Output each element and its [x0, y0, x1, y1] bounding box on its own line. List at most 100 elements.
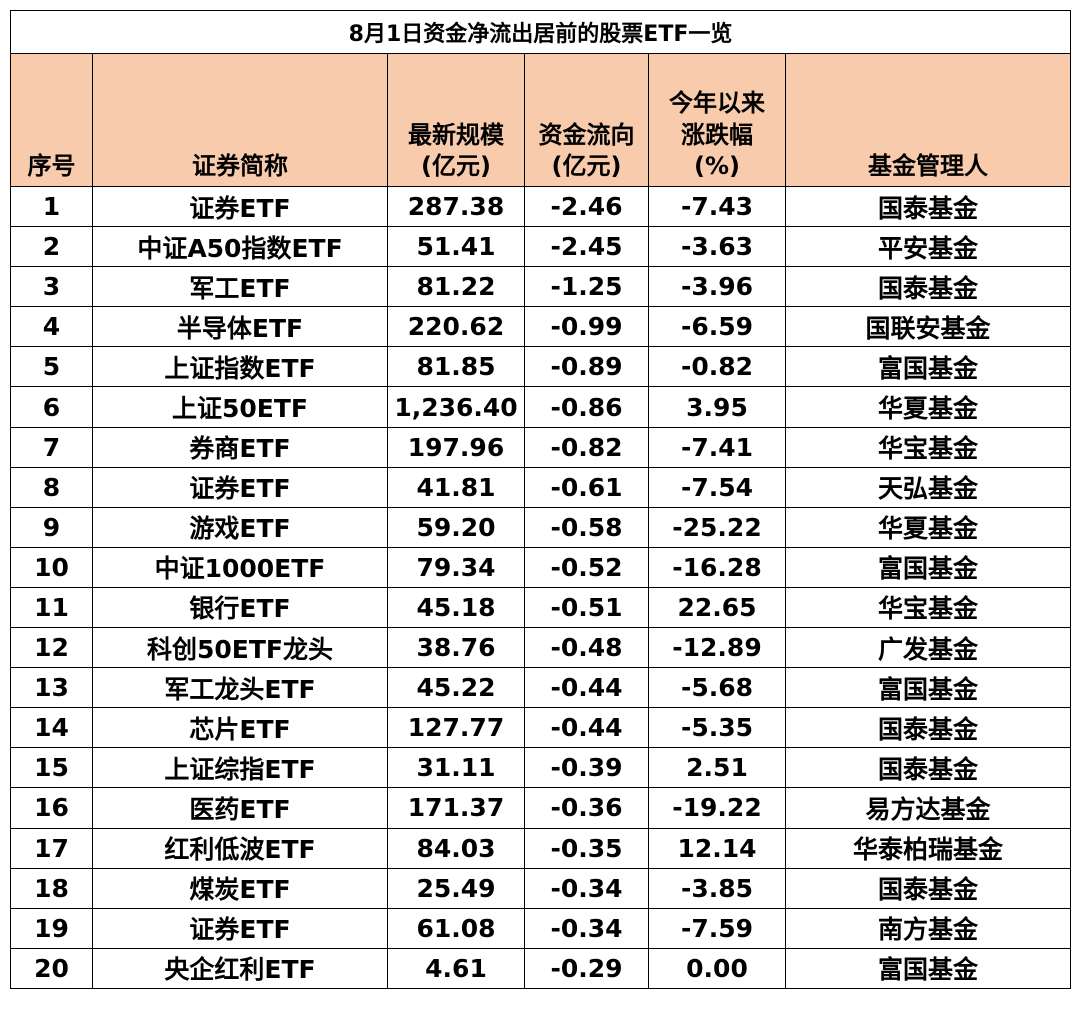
cell-rank: 7: [10, 426, 93, 468]
table-row: 7 券商ETF 197.96 -0.82 -7.41 华宝基金: [10, 426, 1072, 468]
cell-manager: 天弘基金: [784, 466, 1072, 508]
cell-rank: 20: [10, 947, 93, 989]
cell-rank: 6: [10, 386, 93, 428]
header-flow-line-1: 资金流向: [538, 120, 635, 149]
cell-manager: 富国基金: [784, 667, 1072, 709]
header-scale-line-1: 最新规模: [408, 120, 504, 149]
cell-flow: -0.44: [524, 667, 649, 709]
table-title: 8月1日资金净流出居前的股票ETF一览: [9, 10, 1072, 54]
cell-scale: 45.18: [387, 586, 525, 629]
cell-ytd: -6.59: [648, 306, 786, 348]
cell-rank: 17: [10, 827, 93, 869]
cell-ytd: 0.00: [648, 947, 786, 989]
header-ytd: 今年以来 涨跌幅 (%): [648, 53, 786, 187]
cell-ytd: -25.22: [648, 506, 786, 548]
cell-flow: -0.35: [524, 827, 649, 869]
cell-name: 半导体ETF: [92, 306, 388, 348]
cell-rank: 3: [10, 266, 93, 308]
cell-manager: 国泰基金: [784, 707, 1072, 749]
cell-name: 上证50ETF: [92, 386, 388, 428]
cell-manager: 国泰基金: [784, 747, 1072, 789]
cell-name: 科创50ETF龙头: [92, 627, 388, 669]
cell-name: 央企红利ETF: [92, 947, 388, 989]
cell-flow: -0.34: [524, 907, 649, 949]
header-ytd-line-1: 今年以来: [669, 89, 765, 118]
cell-name: 上证综指ETF: [92, 747, 388, 789]
table-row: 1 证券ETF 287.38 -2.46 -7.43 国泰基金: [10, 185, 1072, 228]
table-row: 15 上证综指ETF 31.11 -0.39 2.51 国泰基金: [10, 747, 1072, 789]
header-rank-line: 序号: [27, 151, 76, 180]
cell-flow: -0.99: [524, 306, 649, 348]
cell-ytd: -7.43: [648, 185, 786, 228]
cell-manager: 国联安基金: [784, 306, 1072, 348]
cell-ytd: -5.35: [648, 707, 786, 749]
cell-scale: 81.85: [387, 346, 525, 388]
cell-ytd: -5.68: [648, 667, 786, 709]
table-row: 14 芯片ETF 127.77 -0.44 -5.35 国泰基金: [10, 707, 1072, 749]
cell-flow: -0.34: [524, 867, 649, 909]
cell-rank: 14: [10, 707, 93, 749]
cell-flow: -0.89: [524, 346, 649, 388]
cell-flow: -0.86: [524, 386, 649, 428]
table-body: 1 证券ETF 287.38 -2.46 -7.43 国泰基金 2 中证A50指数ETF 51.…: [10, 185, 1072, 989]
cell-scale: 220.62: [387, 306, 525, 348]
cell-name: 中证1000ETF: [92, 546, 388, 588]
cell-rank: 13: [10, 667, 93, 709]
cell-rank: 8: [10, 466, 93, 508]
cell-scale: 59.20: [387, 506, 525, 548]
table-row: 10 中证1000ETF 79.34 -0.52 -16.28 富国基金: [10, 546, 1072, 588]
cell-rank: 16: [10, 787, 93, 829]
header-scale-line-2: (亿元): [421, 151, 491, 180]
cell-manager: 华宝基金: [784, 426, 1072, 468]
header-ytd-line-2: 涨跌幅: [681, 120, 753, 149]
cell-manager: 华夏基金: [784, 386, 1072, 428]
cell-scale: 25.49: [387, 867, 525, 909]
table-row: 16 医药ETF 171.37 -0.36 -19.22 易方达基金: [10, 787, 1072, 829]
cell-scale: 51.41: [387, 226, 525, 268]
cell-rank: 4: [10, 306, 93, 348]
header-manager-line: 基金管理人: [868, 151, 989, 180]
cell-ytd: -3.63: [648, 226, 786, 268]
cell-scale: 287.38: [387, 185, 525, 228]
cell-flow: -0.44: [524, 707, 649, 749]
cell-scale: 79.34: [387, 546, 525, 588]
cell-scale: 38.76: [387, 627, 525, 669]
cell-scale: 1,236.40: [387, 386, 525, 428]
header-row: 序号 证券简称 最新规模 (亿元) 资金流向 (亿元) 今年以来 涨跌幅 (%)…: [10, 53, 1072, 187]
header-manager: 基金管理人: [784, 53, 1072, 187]
cell-rank: 9: [10, 506, 93, 548]
cell-flow: -0.82: [524, 426, 649, 468]
cell-ytd: 3.95: [648, 386, 786, 428]
etf-table-container: 8月1日资金净流出居前的股票ETF一览 序号 证券简称 最新规模 (亿元) 资金…: [9, 10, 1072, 989]
cell-rank: 11: [10, 586, 93, 629]
header-name-line: 证券简称: [192, 151, 288, 180]
cell-ytd: -7.59: [648, 907, 786, 949]
cell-name: 煤炭ETF: [92, 867, 388, 909]
cell-rank: 15: [10, 747, 93, 789]
cell-ytd: -3.96: [648, 266, 786, 308]
cell-name: 军工ETF: [92, 266, 388, 308]
cell-manager: 易方达基金: [784, 787, 1072, 829]
cell-rank: 19: [10, 907, 93, 949]
cell-rank: 5: [10, 346, 93, 388]
cell-manager: 国泰基金: [784, 185, 1072, 228]
cell-ytd: -12.89: [648, 627, 786, 669]
cell-name: 证券ETF: [92, 907, 388, 949]
cell-manager: 富国基金: [784, 947, 1072, 989]
table-row: 20 央企红利ETF 4.61 -0.29 0.00 富国基金: [10, 947, 1072, 989]
table-row: 5 上证指数ETF 81.85 -0.89 -0.82 富国基金: [10, 346, 1072, 388]
cell-flow: -0.36: [524, 787, 649, 829]
table-row: 3 军工ETF 81.22 -1.25 -3.96 国泰基金: [10, 266, 1072, 308]
cell-flow: -0.39: [524, 747, 649, 789]
cell-rank: 2: [10, 226, 93, 268]
cell-ytd: -7.54: [648, 466, 786, 508]
title-row: 8月1日资金净流出居前的股票ETF一览: [9, 10, 1072, 54]
table-row: 12 科创50ETF龙头 38.76 -0.48 -12.89 广发基金: [10, 627, 1072, 669]
cell-ytd: -19.22: [648, 787, 786, 829]
cell-name: 券商ETF: [92, 426, 388, 468]
cell-rank: 10: [10, 546, 93, 588]
cell-manager: 国泰基金: [784, 266, 1072, 308]
cell-scale: 4.61: [387, 947, 525, 989]
table-row: 11 银行ETF 45.18 -0.51 22.65 华宝基金: [10, 586, 1072, 629]
cell-scale: 45.22: [387, 667, 525, 709]
